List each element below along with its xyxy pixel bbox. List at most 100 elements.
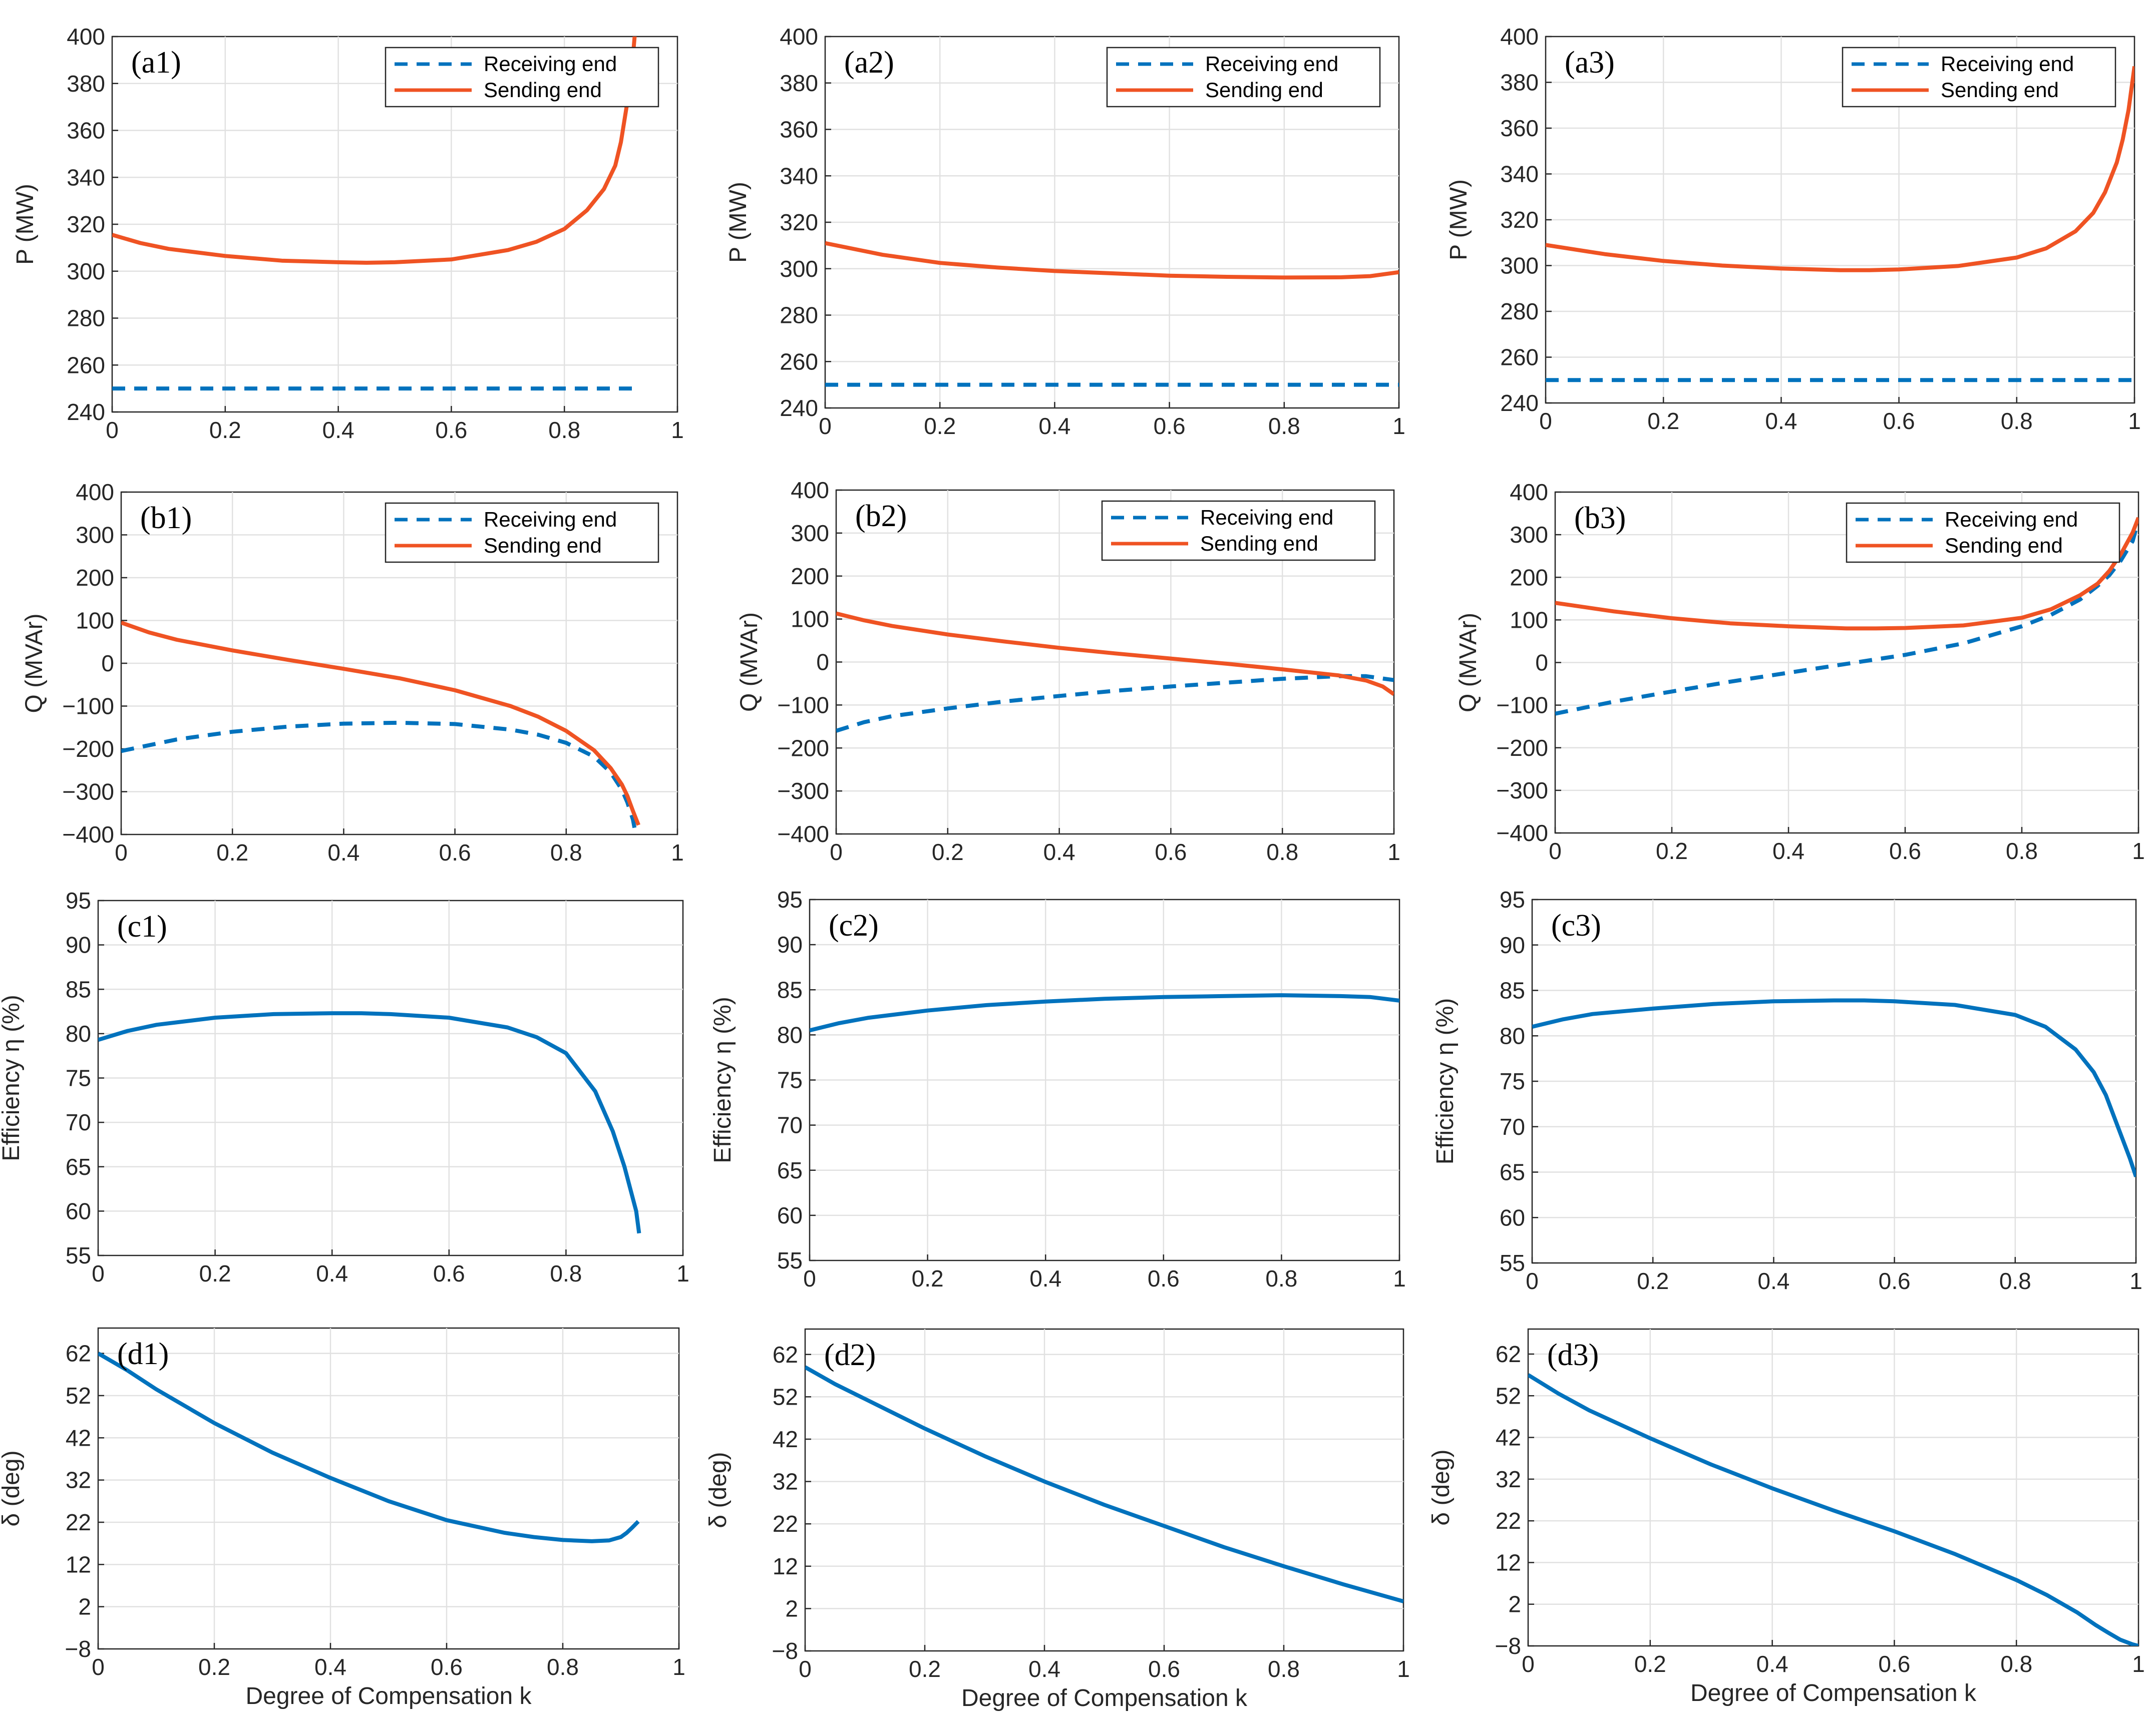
x-tick-label: 0 xyxy=(1549,838,1562,864)
series-line-receiving-end xyxy=(1555,519,2138,716)
panel-b3: 0 0.2 0.4 0.6 0.8 1 −400 −300 −200 −100 0 100 200 300… xyxy=(1455,479,2145,864)
y-tick-label: 52 xyxy=(1496,1383,1521,1409)
y-tick-label: 340 xyxy=(1500,161,1539,187)
x-tick-label: 0.4 xyxy=(327,839,360,866)
legend-label: Sending end xyxy=(1941,78,2059,102)
series-line-sending-end xyxy=(1546,66,2134,272)
y-tick-label: 2 xyxy=(1508,1591,1521,1617)
y-tick-label: −200 xyxy=(777,735,829,761)
y-tick-label: 0 xyxy=(1535,650,1548,676)
y-axis-label: Efficiency η (%) xyxy=(709,997,736,1163)
series-line-sending-end xyxy=(836,611,1394,696)
panel-tag: (d2) xyxy=(824,1338,876,1372)
y-tick-label: 62 xyxy=(66,1341,91,1367)
y-tick-label: 12 xyxy=(1496,1549,1521,1575)
y-tick-label: 380 xyxy=(67,71,105,97)
y-tick-label: 240 xyxy=(780,395,818,421)
x-tick-label: 0.2 xyxy=(1647,408,1679,434)
y-tick-label: 400 xyxy=(780,24,818,50)
x-tick-label: 1 xyxy=(671,839,684,866)
axes-frame xyxy=(1527,1328,2139,1647)
legend-label: Receiving end xyxy=(484,508,617,531)
x-tick-label: 1 xyxy=(1387,839,1400,865)
y-tick-label: 60 xyxy=(777,1202,803,1228)
y-tick-label: 32 xyxy=(773,1469,798,1495)
y-tick-label: 380 xyxy=(780,70,818,96)
x-tick-label: 0.6 xyxy=(1883,408,1915,434)
y-tick-label: 400 xyxy=(1510,479,1548,505)
y-tick-label: 400 xyxy=(1500,24,1539,50)
y-tick-label: 240 xyxy=(67,399,105,425)
y-tick-label: −8 xyxy=(772,1638,798,1664)
y-tick-label: −8 xyxy=(65,1636,91,1662)
y-tick-label: 200 xyxy=(791,563,829,589)
x-tick-label: 0.8 xyxy=(2000,1651,2032,1677)
y-tick-label: 80 xyxy=(1500,1023,1525,1049)
y-tick-label: 400 xyxy=(791,477,829,503)
panel-tag: (d3) xyxy=(1547,1338,1599,1372)
panel-tag: (a1) xyxy=(131,46,181,80)
panel-d1: 0 0.2 0.4 0.6 0.8 1 −8 2 12 22 32 42 52 62 δ (deg) Degr… xyxy=(0,1327,685,1709)
y-tick-label: 75 xyxy=(1500,1068,1525,1094)
panel-d3: 0 0.2 0.4 0.6 0.8 1 −8 2 12 22 32 42 52 62 δ (deg) Degr… xyxy=(1428,1328,2145,1706)
panel-a3: 0 0.2 0.4 0.6 0.8 1 240 260 280 300 320 340 360 380 40… xyxy=(1446,24,2141,434)
x-tick-label: 1 xyxy=(676,1260,689,1286)
y-tick-label: 2 xyxy=(78,1594,91,1620)
x-tick-label: 0 xyxy=(819,413,832,439)
y-tick-label: 340 xyxy=(67,164,105,190)
y-tick-label: −300 xyxy=(777,778,829,804)
y-tick-label: 65 xyxy=(66,1154,91,1180)
series-line-main xyxy=(1528,1373,2138,1646)
panel-a1: 0 0.2 0.4 0.6 0.8 1 240 260 280 300 320 340 360 380 40… xyxy=(12,24,684,443)
y-tick-label: 380 xyxy=(1500,70,1539,96)
series-line-sending-end xyxy=(112,37,637,265)
x-tick-label: 0.6 xyxy=(1878,1651,1910,1677)
x-tick-label: 0 xyxy=(799,1656,812,1682)
x-tick-label: 0.6 xyxy=(1148,1265,1180,1292)
legend-label: Sending end xyxy=(1205,78,1323,102)
y-tick-label: 300 xyxy=(1500,253,1539,279)
y-tick-label: −300 xyxy=(62,779,114,805)
x-tick-label: 0.6 xyxy=(1154,413,1186,439)
y-tick-label: 55 xyxy=(66,1242,91,1268)
panel-tag: (a2) xyxy=(844,46,894,80)
y-tick-label: −200 xyxy=(1496,735,1548,761)
panel-c2: 0 0.2 0.4 0.6 0.8 1 55 60 65 70 75 80 85 90 95 Efficien… xyxy=(709,887,1406,1292)
y-tick-label: −400 xyxy=(777,821,829,847)
x-tick-label: 0.6 xyxy=(1889,838,1921,864)
y-tick-label: 320 xyxy=(780,209,818,235)
y-tick-label: −400 xyxy=(1496,820,1548,846)
y-tick-label: 70 xyxy=(1500,1114,1525,1140)
y-tick-label: 55 xyxy=(777,1247,803,1273)
y-tick-label: 300 xyxy=(780,256,818,282)
y-tick-label: 62 xyxy=(1496,1341,1521,1367)
y-tick-label: 260 xyxy=(780,348,818,374)
x-tick-label: 0 xyxy=(1539,408,1552,434)
y-axis-label: Q (MVAr) xyxy=(736,612,763,712)
panel-tag: (c1) xyxy=(117,910,167,944)
y-tick-label: −100 xyxy=(777,692,829,718)
y-tick-label: 200 xyxy=(76,565,114,591)
x-tick-label: 0.2 xyxy=(909,1656,941,1682)
y-axis-label: Q (MVAr) xyxy=(1455,613,1482,712)
y-tick-label: −100 xyxy=(62,693,114,719)
panel-c3: 0 0.2 0.4 0.6 0.8 1 55 60 65 70 75 80 85 90 95 Efficien… xyxy=(1432,887,2142,1294)
y-tick-label: −100 xyxy=(1496,692,1548,718)
legend-box xyxy=(1846,502,2120,563)
legend-box xyxy=(1101,500,1376,561)
x-tick-label: 1 xyxy=(2132,838,2145,864)
x-tick-label: 0.8 xyxy=(548,417,580,443)
y-tick-label: 42 xyxy=(1496,1425,1521,1451)
x-tick-label: 0.8 xyxy=(1268,1656,1300,1682)
x-tick-label: 0.2 xyxy=(199,1260,231,1286)
y-axis-label: δ (deg) xyxy=(1428,1449,1455,1525)
legend-label: Receiving end xyxy=(1200,506,1333,529)
axes-frame xyxy=(804,1328,1404,1652)
legend-box xyxy=(1106,47,1381,108)
x-tick-label: 0 xyxy=(1522,1651,1535,1677)
y-tick-label: 100 xyxy=(791,606,829,632)
x-tick-label: 0.2 xyxy=(912,1265,944,1292)
